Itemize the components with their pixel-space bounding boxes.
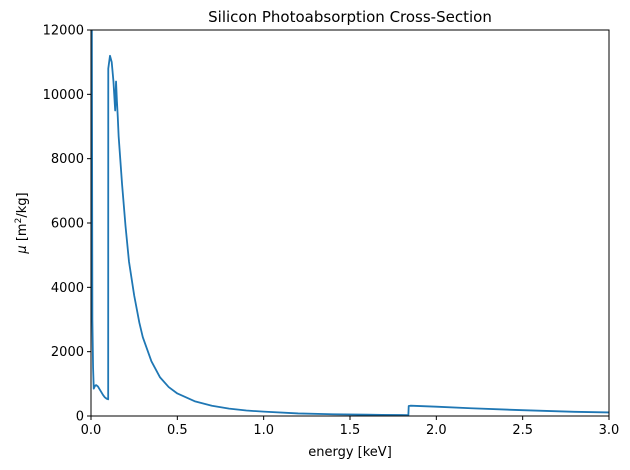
x-tick-label: 3.0 xyxy=(599,423,620,438)
y-tick-label: 10000 xyxy=(43,88,84,103)
plot-area xyxy=(91,30,609,416)
y-tick-label: 2000 xyxy=(51,345,84,360)
series-line xyxy=(90,29,610,417)
y-axis-label-exponent: 2 xyxy=(14,218,24,224)
x-tick-label: 1.0 xyxy=(253,423,274,438)
y-tick-label: 6000 xyxy=(51,217,84,232)
data-layer xyxy=(90,29,610,417)
y-axis-label-symbol: μ xyxy=(15,245,30,254)
y-axis: 0 2000 4000 6000 8000 10000 12000 xyxy=(43,24,91,425)
x-tick-label: 1.5 xyxy=(340,423,361,438)
y-tick-label: 4000 xyxy=(51,281,84,296)
y-tick-label: 8000 xyxy=(51,152,84,167)
x-axis: 0.0 0.5 1.0 1.5 2.0 2.5 3.0 xyxy=(81,416,620,438)
x-tick-label: 2.5 xyxy=(512,423,533,438)
x-axis-label: energy [keV] xyxy=(308,445,392,460)
x-tick-label: 2.0 xyxy=(426,423,447,438)
y-axis-label-unit: [m xyxy=(15,223,30,245)
x-tick-label: 0.5 xyxy=(167,423,188,438)
y-axis-label: μ [m2/kg] xyxy=(14,192,30,254)
chart-title: Silicon Photoabsorption Cross-Section xyxy=(208,8,492,26)
x-tick-label: 0.0 xyxy=(81,423,102,438)
y-axis-label-unit-end: /kg] xyxy=(15,192,30,217)
y-tick-label: 12000 xyxy=(43,24,84,39)
y-tick-label: 0 xyxy=(76,410,84,425)
